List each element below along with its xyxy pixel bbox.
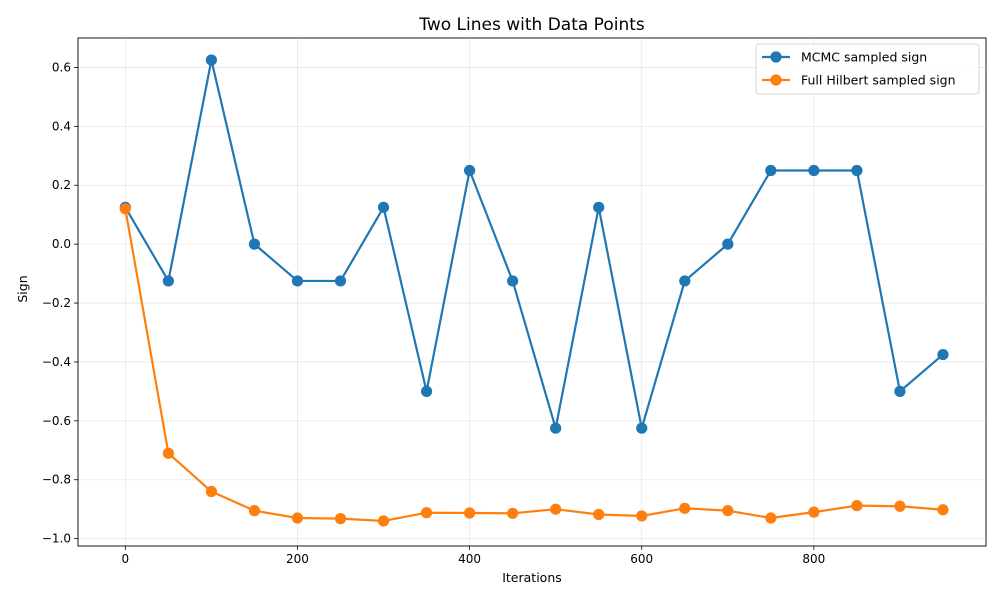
data-point bbox=[894, 500, 906, 512]
data-point bbox=[679, 275, 691, 287]
data-point bbox=[550, 503, 562, 515]
y-tick-label: −0.8 bbox=[42, 473, 71, 487]
data-point bbox=[593, 508, 605, 521]
legend-label: Full Hilbert sampled sign bbox=[801, 73, 956, 88]
data-point bbox=[636, 510, 648, 522]
series-line bbox=[124, 208, 944, 523]
data-point bbox=[937, 348, 949, 361]
y-tick-label: 0.0 bbox=[52, 237, 71, 251]
data-point bbox=[808, 164, 820, 177]
data-point bbox=[851, 164, 863, 177]
y-tick-label: 0.4 bbox=[52, 119, 71, 133]
y-tick-label: −0.6 bbox=[42, 414, 71, 428]
x-tick-label: 400 bbox=[458, 552, 481, 566]
series-layer bbox=[119, 54, 949, 527]
x-tick-label: 800 bbox=[802, 552, 825, 566]
data-point bbox=[894, 385, 906, 397]
chart-title: Two Lines with Data Points bbox=[418, 15, 645, 35]
data-point bbox=[808, 506, 820, 518]
data-point bbox=[679, 502, 691, 514]
legend-marker bbox=[770, 51, 782, 63]
data-point bbox=[248, 238, 261, 250]
data-point bbox=[937, 504, 949, 516]
data-point bbox=[162, 447, 174, 459]
data-point bbox=[334, 275, 347, 287]
series-1 bbox=[119, 54, 949, 434]
data-point bbox=[420, 507, 433, 519]
data-point bbox=[420, 385, 433, 397]
data-point bbox=[593, 201, 605, 213]
data-point bbox=[119, 203, 131, 215]
data-point bbox=[636, 422, 648, 434]
data-point bbox=[550, 422, 562, 434]
data-point bbox=[851, 500, 863, 512]
data-point bbox=[248, 505, 261, 517]
y-axis-label: Sign bbox=[15, 275, 30, 302]
series-2 bbox=[119, 203, 949, 527]
x-tick-label: 600 bbox=[630, 552, 653, 566]
data-point bbox=[205, 54, 218, 66]
data-point bbox=[464, 507, 476, 519]
data-point bbox=[765, 512, 777, 524]
x-axis-label: Iterations bbox=[502, 570, 562, 585]
plot-area-frame bbox=[77, 37, 987, 547]
data-point bbox=[377, 201, 390, 213]
legend-marker bbox=[770, 74, 782, 86]
axis-ticks: 0 200 400 600 800 −1.0 −0.8 −0.6 −0.4 −0.2 0.0 0.2 0… bbox=[42, 60, 825, 566]
legend-label: MCMC sampled sign bbox=[801, 50, 927, 65]
data-point bbox=[507, 275, 519, 287]
y-tick-label: −0.2 bbox=[42, 296, 71, 310]
data-point bbox=[722, 238, 734, 250]
data-point bbox=[464, 164, 476, 177]
data-point bbox=[377, 515, 390, 527]
x-tick-label: 200 bbox=[286, 552, 309, 566]
data-point bbox=[162, 275, 174, 287]
y-tick-label: 0.6 bbox=[52, 60, 71, 74]
data-point bbox=[291, 275, 304, 287]
legend-box bbox=[755, 43, 980, 95]
data-point bbox=[291, 512, 304, 524]
y-tick-label: −0.4 bbox=[42, 355, 71, 369]
data-point bbox=[205, 485, 218, 498]
y-tick-label: −1.0 bbox=[42, 532, 71, 546]
data-point bbox=[334, 513, 347, 525]
legend: MCMC sampled sign Full Hilbert sampled si… bbox=[755, 43, 980, 95]
y-tick-label: 0.2 bbox=[52, 178, 71, 192]
data-point bbox=[722, 505, 734, 517]
data-point bbox=[507, 507, 519, 519]
series-line bbox=[124, 58, 944, 430]
x-tick-label: 0 bbox=[122, 552, 130, 566]
data-point bbox=[765, 164, 777, 177]
grid bbox=[78, 38, 986, 546]
